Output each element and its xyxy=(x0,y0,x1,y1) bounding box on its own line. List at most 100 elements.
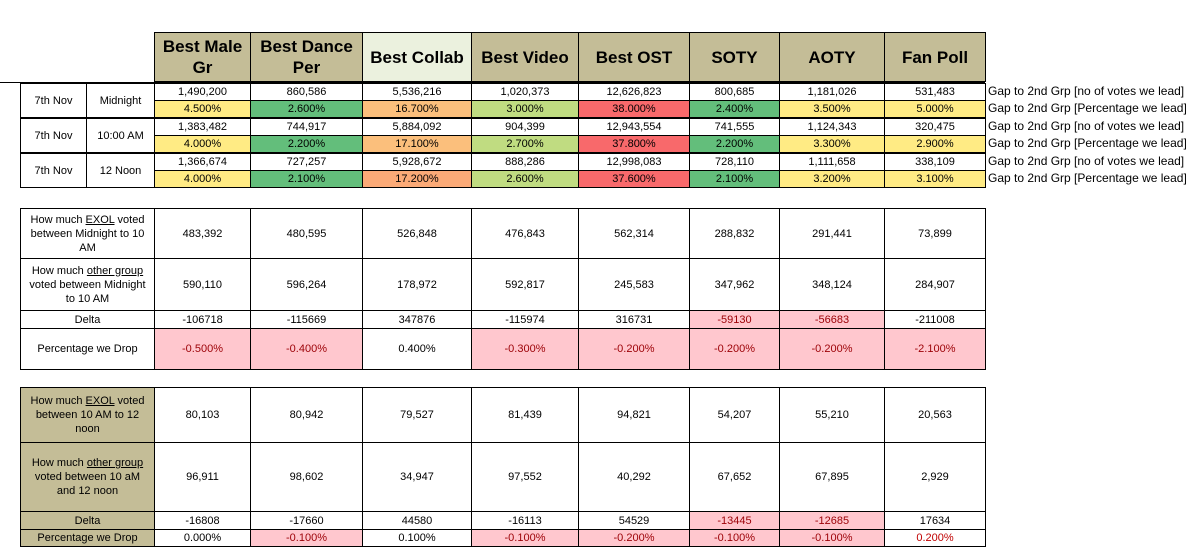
time-cell[interactable]: Midnight xyxy=(86,83,155,118)
other-cell[interactable]: 67,895 xyxy=(779,442,885,512)
date-cell[interactable]: 7th Nov xyxy=(20,83,87,118)
exol-cell[interactable]: 80,942 xyxy=(250,387,363,443)
column-header[interactable]: Best OST xyxy=(578,32,690,82)
column-header[interactable]: SOTY xyxy=(689,32,780,82)
drop-cell[interactable]: -0.200% xyxy=(578,328,690,370)
vote-gap-cell[interactable]: 1,020,373 xyxy=(471,83,579,101)
vote-gap-cell[interactable]: 5,884,092 xyxy=(362,118,472,136)
column-header[interactable]: Best Collab xyxy=(362,32,472,82)
pct-gap-cell[interactable]: 2.100% xyxy=(689,170,780,188)
column-header[interactable]: AOTY xyxy=(779,32,885,82)
pct-gap-cell[interactable]: 4.500% xyxy=(154,100,251,118)
date-cell[interactable]: 7th Nov xyxy=(20,153,87,188)
delta-cell[interactable]: -106718 xyxy=(154,310,251,329)
other-cell[interactable]: 348,124 xyxy=(779,258,885,311)
exol-cell[interactable]: 54,207 xyxy=(689,387,780,443)
delta-cell[interactable]: -16808 xyxy=(154,511,251,530)
pct-gap-cell[interactable]: 16.700% xyxy=(362,100,472,118)
pct-gap-cell[interactable]: 2.200% xyxy=(250,135,363,153)
delta-cell[interactable]: -13445 xyxy=(689,511,780,530)
delta-cell[interactable]: -211008 xyxy=(884,310,986,329)
vote-gap-cell[interactable]: 744,917 xyxy=(250,118,363,136)
other-cell[interactable]: 98,602 xyxy=(250,442,363,512)
vote-gap-cell[interactable]: 800,685 xyxy=(689,83,780,101)
pct-gap-cell[interactable]: 37.800% xyxy=(578,135,690,153)
column-header[interactable]: Best Male Gr xyxy=(154,32,251,82)
vote-gap-cell[interactable]: 904,399 xyxy=(471,118,579,136)
row-label[interactable]: How much EXOL voted between Midnight to … xyxy=(20,208,155,259)
pct-gap-cell[interactable]: 2.700% xyxy=(471,135,579,153)
drop-cell[interactable]: -0.100% xyxy=(779,529,885,547)
time-cell[interactable]: 12 Noon xyxy=(86,153,155,188)
delta-cell[interactable]: 44580 xyxy=(362,511,472,530)
drop-cell[interactable]: 0.100% xyxy=(362,529,472,547)
drop-cell[interactable]: 0.200% xyxy=(884,529,986,547)
other-cell[interactable]: 40,292 xyxy=(578,442,690,512)
exol-cell[interactable]: 55,210 xyxy=(779,387,885,443)
pct-gap-cell[interactable]: 3.300% xyxy=(779,135,885,153)
delta-cell[interactable]: -56683 xyxy=(779,310,885,329)
delta-cell[interactable]: 347876 xyxy=(362,310,472,329)
other-cell[interactable]: 245,583 xyxy=(578,258,690,311)
pct-gap-cell[interactable]: 2.600% xyxy=(471,170,579,188)
vote-gap-cell[interactable]: 5,928,672 xyxy=(362,153,472,171)
other-cell[interactable]: 97,552 xyxy=(471,442,579,512)
row-label[interactable]: How much EXOL voted between 10 AM to 12 … xyxy=(20,387,155,443)
drop-cell[interactable]: -0.300% xyxy=(471,328,579,370)
exol-cell[interactable]: 480,595 xyxy=(250,208,363,259)
vote-gap-cell[interactable]: 1,383,482 xyxy=(154,118,251,136)
pct-gap-cell[interactable]: 4.000% xyxy=(154,135,251,153)
pct-gap-cell[interactable]: 2.100% xyxy=(250,170,363,188)
delta-cell[interactable]: 17634 xyxy=(884,511,986,530)
delta-cell[interactable]: 316731 xyxy=(578,310,690,329)
pct-gap-cell[interactable]: 2.900% xyxy=(884,135,986,153)
row-label[interactable]: Delta xyxy=(20,310,155,329)
vote-gap-cell[interactable]: 320,475 xyxy=(884,118,986,136)
vote-gap-cell[interactable]: 12,943,554 xyxy=(578,118,690,136)
drop-cell[interactable]: 0.000% xyxy=(154,529,251,547)
drop-cell[interactable]: -0.100% xyxy=(471,529,579,547)
row-label[interactable]: How much other group voted between Midni… xyxy=(20,258,155,311)
vote-gap-cell[interactable]: 1,181,026 xyxy=(779,83,885,101)
drop-cell[interactable]: -0.200% xyxy=(578,529,690,547)
drop-cell[interactable]: -0.200% xyxy=(689,328,780,370)
other-cell[interactable]: 67,652 xyxy=(689,442,780,512)
drop-cell[interactable]: 0.400% xyxy=(362,328,472,370)
delta-cell[interactable]: -17660 xyxy=(250,511,363,530)
other-cell[interactable]: 592,817 xyxy=(471,258,579,311)
pct-gap-cell[interactable]: 38.000% xyxy=(578,100,690,118)
delta-cell[interactable]: -115974 xyxy=(471,310,579,329)
other-cell[interactable]: 590,110 xyxy=(154,258,251,311)
pct-gap-cell[interactable]: 3.100% xyxy=(884,170,986,188)
row-label[interactable]: Percentage we Drop xyxy=(20,529,155,547)
exol-cell[interactable]: 81,439 xyxy=(471,387,579,443)
vote-gap-cell[interactable]: 531,483 xyxy=(884,83,986,101)
vote-gap-cell[interactable]: 5,536,216 xyxy=(362,83,472,101)
drop-cell[interactable]: -0.200% xyxy=(779,328,885,370)
vote-gap-cell[interactable]: 12,998,083 xyxy=(578,153,690,171)
drop-cell[interactable]: -0.400% xyxy=(250,328,363,370)
exol-cell[interactable]: 94,821 xyxy=(578,387,690,443)
exol-cell[interactable]: 483,392 xyxy=(154,208,251,259)
row-label[interactable]: Delta xyxy=(20,511,155,530)
other-cell[interactable]: 178,972 xyxy=(362,258,472,311)
vote-gap-cell[interactable]: 727,257 xyxy=(250,153,363,171)
drop-cell[interactable]: -2.100% xyxy=(884,328,986,370)
other-cell[interactable]: 596,264 xyxy=(250,258,363,311)
other-cell[interactable]: 284,907 xyxy=(884,258,986,311)
exol-cell[interactable]: 476,843 xyxy=(471,208,579,259)
pct-gap-cell[interactable]: 2.600% xyxy=(250,100,363,118)
pct-gap-cell[interactable]: 5.000% xyxy=(884,100,986,118)
exol-cell[interactable]: 562,314 xyxy=(578,208,690,259)
delta-cell[interactable]: -115669 xyxy=(250,310,363,329)
row-label[interactable]: Percentage we Drop xyxy=(20,328,155,370)
delta-cell[interactable]: -16113 xyxy=(471,511,579,530)
column-header[interactable]: Best Dance Per xyxy=(250,32,363,82)
vote-gap-cell[interactable]: 1,490,200 xyxy=(154,83,251,101)
other-cell[interactable]: 34,947 xyxy=(362,442,472,512)
exol-cell[interactable]: 288,832 xyxy=(689,208,780,259)
exol-cell[interactable]: 79,527 xyxy=(362,387,472,443)
pct-gap-cell[interactable]: 17.100% xyxy=(362,135,472,153)
exol-cell[interactable]: 291,441 xyxy=(779,208,885,259)
exol-cell[interactable]: 80,103 xyxy=(154,387,251,443)
